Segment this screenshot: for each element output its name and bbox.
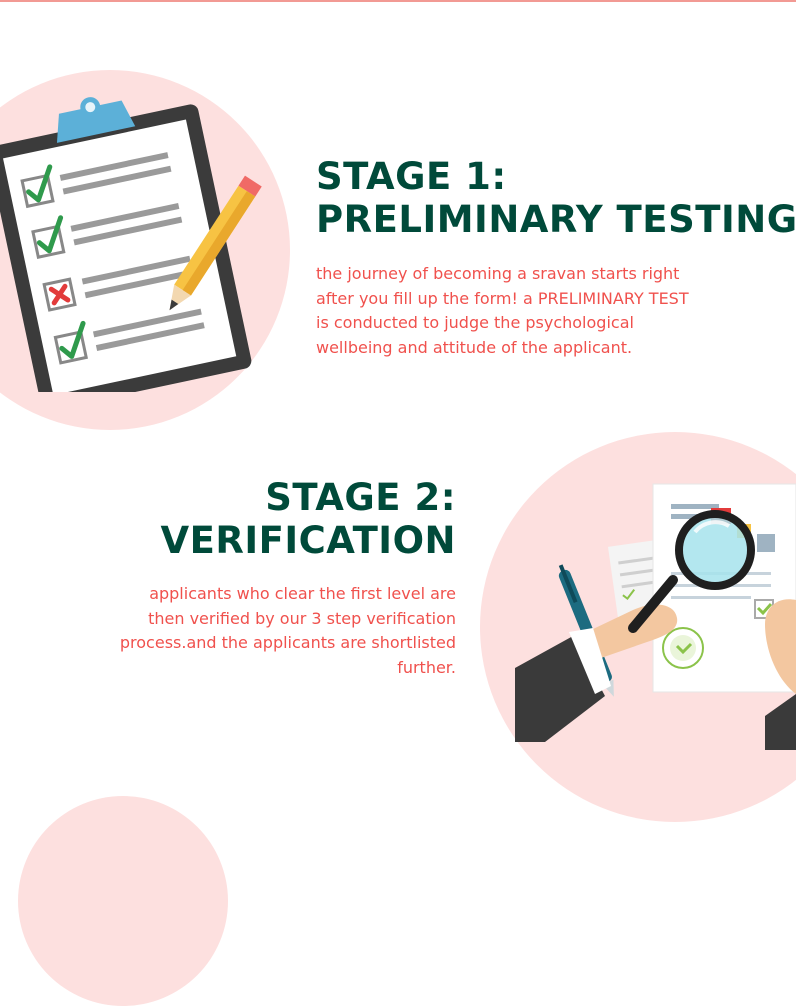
stage-2-desc-line: then verified by our 3 step verification — [148, 608, 456, 628]
stage-2-name: VERIFICATION — [160, 519, 456, 562]
clipboard-checklist-icon — [0, 97, 262, 392]
stage-2-description: applicants who clear the first level are… — [70, 582, 456, 680]
magnifying-glass-document-icon — [515, 483, 796, 750]
stage-1-title: STAGE 1: PRELIMINARY TESTING — [316, 155, 796, 241]
stage-1-desc-line: the journey of becoming a sravan starts … — [316, 264, 680, 283]
stage-1-number: STAGE 1: — [316, 155, 507, 198]
stage-2-number: STAGE 2: — [265, 476, 456, 519]
stage-1-desc-line: is conducted to judge the psychological — [316, 313, 634, 332]
stage-1-desc-line: after you fill up the form! a PRELIMINAR… — [316, 288, 689, 308]
stage-2-title: STAGE 2: VERIFICATION — [150, 476, 456, 562]
stage-2-desc-line: process.and the applicants are shortlist… — [119, 633, 456, 652]
stage-2-desc-line: further. — [397, 657, 456, 677]
stage-1-description: the journey of becoming a sravan starts … — [316, 262, 689, 360]
stage-1-desc-line: wellbeing and attitude of the applicant. — [316, 337, 633, 357]
stage-1-name: PRELIMINARY TESTING — [316, 198, 796, 241]
top-divider — [0, 0, 796, 2]
stage-2-desc-line: applicants who clear the first level are — [149, 584, 456, 603]
stage-3-background-circle — [18, 796, 228, 1006]
